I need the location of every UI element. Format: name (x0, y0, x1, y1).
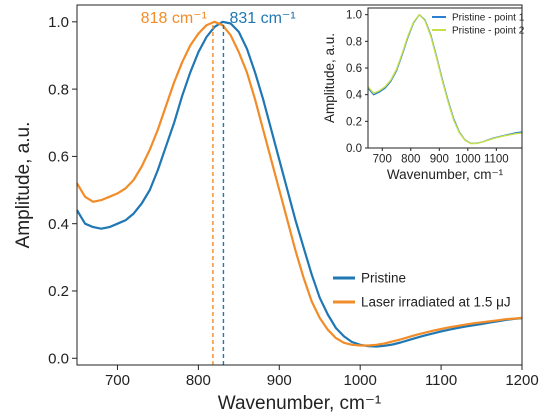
main-y-tick-label-0-6: 0.6 (48, 149, 69, 166)
main-x-tick-label-800: 800 (186, 372, 211, 389)
inset-plot-frame (367, 7, 523, 149)
main-y-tick-label-1-0: 1.0 (48, 14, 69, 31)
inset-y-tick-label-0-2: 0.2 (346, 116, 362, 128)
inset-x-tick-label-700: 700 (373, 154, 392, 166)
inset-y-tick-label-0-8: 0.8 (346, 36, 362, 48)
peak-annotations: 818 cm⁻¹ 831 cm⁻¹ (141, 10, 296, 365)
main-series-layer (76, 20, 523, 348)
inset-x-tick-label-1100: 1100 (484, 154, 509, 166)
main-legend-label-pristine: Pristine (361, 271, 406, 286)
inset-plot: 700 800 900 1000 1100 0.0 0.2 0.4 0.6 0.8 1.0 Wav… (322, 7, 525, 182)
main-legend-label-laser-irradiated-at-1-5-j: Laser irradiated at 1.5 μJ (361, 295, 511, 310)
inset-y-axis-label: Amplitude, a.u. (322, 33, 337, 123)
main-y-tick-label-0-2: 0.2 (48, 283, 69, 300)
inset-background (368, 8, 522, 148)
inset-y-tick-label-0-4: 0.4 (346, 90, 363, 102)
inset-legend-label-pristine-point-2: Pristine - point 2 (452, 26, 525, 37)
main-y-tick-label-0-8: 0.8 (48, 81, 69, 98)
main-x-tick-label-700: 700 (105, 372, 130, 389)
inset-y-ticks: 0.0 0.2 0.4 0.6 0.8 1.0 (346, 10, 368, 155)
main-x-ticks: 700 800 900 1000 1100 1200 (105, 365, 539, 389)
inset-series-layer (367, 13, 523, 145)
inset-x-axis-label: Wavenumber, cm⁻¹ (387, 167, 504, 182)
inset-y-tick-label-1-0: 1.0 (346, 10, 362, 22)
main-series-line-laser-irradiated-at-1-5-j (76, 20, 523, 347)
main-y-tick-label-0-0: 0.0 (48, 351, 69, 368)
inset-y-tick-label-0-6: 0.6 (346, 63, 362, 75)
inset-series-line-pristine-point-2 (367, 13, 523, 145)
main-y-tick-label-0-4: 0.4 (48, 216, 69, 233)
inset-legend-label-pristine-point-1: Pristine - point 1 (452, 13, 525, 24)
main-legend: Pristine Laser irradiated at 1.5 μJ (333, 271, 511, 310)
inset-x-tick-label-800: 800 (401, 154, 420, 166)
main-x-tick-label-900: 900 (267, 372, 292, 389)
main-x-axis-label: Wavenumber, cm⁻¹ (218, 393, 381, 414)
main-series-line-pristine (76, 20, 523, 348)
main-x-tick-label-1200: 1200 (505, 372, 538, 389)
inset-x-tick-label-1000: 1000 (455, 154, 481, 166)
inset-legend: Pristine - point 1 Pristine - point 2 (432, 13, 525, 37)
main-x-tick-label-1100: 1100 (425, 372, 457, 389)
inset-x-tick-label-900: 900 (430, 154, 449, 166)
main-plot-frame (76, 4, 523, 366)
main-x-tick-label-1000: 1000 (343, 372, 376, 389)
peak-label-818-cm: 818 cm⁻¹ (141, 10, 207, 27)
main-y-axis-label: Amplitude, a.u. (13, 122, 34, 249)
inset-y-tick-label-0-0: 0.0 (346, 143, 362, 155)
main-y-ticks: 0.0 0.2 0.4 0.6 0.8 1.0 (48, 14, 77, 368)
main-plot: 818 cm⁻¹ 831 cm⁻¹ 700 800 900 1000 1100 1200 0… (13, 4, 539, 414)
inset-x-ticks: 700 800 900 1000 1100 (373, 148, 509, 166)
peak-label-831-cm: 831 cm⁻¹ (229, 10, 295, 27)
